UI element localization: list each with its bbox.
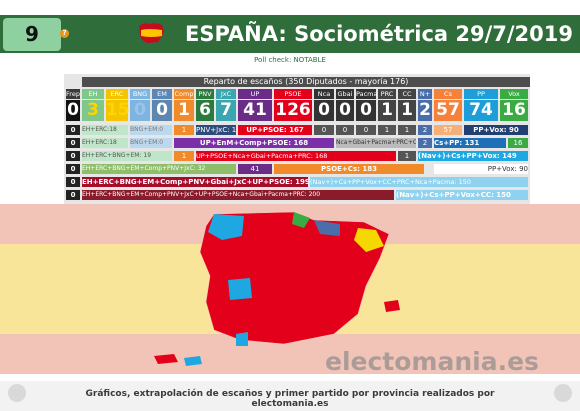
party-seats-up: 41: [238, 100, 272, 121]
party-header-bng: BNG: [130, 89, 150, 99]
party-header-jxc: JxC: [216, 89, 236, 99]
party-seats-n: 2: [418, 100, 432, 121]
coalition-right-full: (Nav+)+Cs+PP+Vox+CC: 150: [396, 190, 528, 200]
party-header-vox: Vox: [500, 89, 528, 99]
coalition-nav: 2: [418, 138, 432, 148]
coalition-pacma: 0: [356, 125, 376, 135]
row-label: 0: [66, 177, 80, 187]
coalition-psoe-cs: PSOE+Cs: 183: [274, 164, 424, 174]
row-label: 0: [66, 125, 80, 135]
coalition-right-block: (Nav+)+Cs+PP+Vox+CC+PRC+Nca+Pacma: 150: [310, 177, 528, 187]
spain-flag-icon: [139, 23, 164, 43]
party-header-pnv: PNV: [196, 89, 214, 99]
party-header-em: EM: [152, 89, 172, 99]
coalition-eh-erc-bng-em: EH+ERC+BNG+EM: 19: [82, 151, 172, 161]
row-label: 0: [66, 164, 80, 174]
party-seats-pacma: 0: [356, 100, 376, 121]
coalition-up-enm-comp-psoe: UP+EnM+Comp+PSOE: 168: [174, 138, 334, 148]
coalition-left-block: EH+ERC+BNG+EM+Comp+PNV+Gbai+JxC+UP+PSOE:…: [82, 177, 308, 187]
coalition-regional: Nca+Gbai+Pacma+PRC+CC: 2: [336, 138, 416, 148]
electomania-logo-icon: [8, 384, 26, 402]
party-header-prc: PRC: [378, 89, 396, 99]
footer-bar: [0, 381, 580, 411]
party-header-frep: Frep: [66, 89, 80, 99]
party-seats-cs: 57: [434, 100, 462, 121]
party-header-n: N+: [418, 89, 432, 99]
party-seats-pnv: 6: [196, 100, 214, 121]
party-header-pp: PP: [464, 89, 498, 99]
electomania-logo-icon: [554, 384, 572, 402]
coalition-up-psoe-regional: UP+PSOE+Nca+Gbai+Pacma+PRC: 168: [196, 151, 396, 161]
party-seats-frep: 0: [66, 100, 80, 121]
party-header-comp: Comp: [174, 89, 194, 99]
party-header-gbai: Gbai: [336, 89, 354, 99]
coalition-eh-erc: EH+ERC:18: [82, 138, 128, 148]
coalition-pp-vox: PP+Vox: 90: [434, 164, 528, 174]
coalition-left-full: EH+ERC+BNG+EM+Comp+PNV+JxC+UP+PSOE+Nca+G…: [82, 190, 394, 200]
coalition-up-psoe: UP+PSOE: 167: [238, 125, 312, 135]
party-header-eh: EH: [82, 89, 104, 99]
coalition-gbai: 0: [336, 125, 354, 135]
coalition-vox: 16: [508, 138, 528, 148]
party-header-nca: Nca: [314, 89, 334, 99]
footer-text: Gráficos, extrapolación de escaños y pri…: [85, 389, 495, 409]
header-banner: [0, 15, 580, 53]
party-seats-erc: 15: [106, 100, 130, 121]
party-seats-cc: 1: [398, 100, 416, 121]
party-seats-psoe: 126: [274, 100, 312, 121]
party-seats-pp: 74: [464, 100, 498, 121]
coalition-nav-cs-pp-vox: (Nav+)+Cs+PP+Vox: 149: [418, 151, 528, 161]
coalition-cs: 57: [434, 125, 462, 135]
coalition-cc: 1: [398, 125, 416, 135]
row-label: 0: [66, 190, 80, 200]
coalition-eh-erc: EH+ERC:18: [82, 125, 128, 135]
table-title: Reparto de escaños (350 Diputados - mayo…: [82, 77, 530, 87]
spain-province-map: [154, 211, 400, 366]
party-seats-eh: 3: [82, 100, 104, 121]
coalition-nav: 2: [418, 125, 432, 135]
party-header-pacma: Pacma: [356, 89, 378, 99]
party-header-erc: ERC: [106, 89, 128, 99]
row-label: 0: [66, 138, 80, 148]
coalition-pnv-jxc: PNV+JxC: 13: [196, 125, 236, 135]
coalition-bng-em: BNG+EM:0: [130, 125, 172, 135]
coalition-up: 41: [238, 164, 272, 174]
coalition-comp: 1: [174, 125, 194, 135]
question-icon[interactable]: ?: [60, 29, 69, 38]
coalition-nca: 0: [314, 125, 334, 135]
poll-check-top: Poll check: NOTABLE: [254, 3, 326, 11]
number-badge-text: 9: [25, 22, 39, 46]
coalition-comp: 1: [174, 151, 194, 161]
coalition-pp-vox: PP+Vox: 90: [464, 125, 528, 135]
party-seats-em: 0: [152, 100, 172, 121]
coalition-cs-pp: Cs+PP: 131: [434, 138, 506, 148]
page-title: ESPAÑA: Sociométrica 29/7/2019: [185, 22, 574, 46]
party-seats-jxc: 7: [216, 100, 236, 121]
coalition-bng-em: BNG+EM:0: [130, 138, 172, 148]
party-seats-comp: 1: [174, 100, 194, 121]
coalition-nationalists: EH+ERC+BNG+EM+Comp+PNV+JxC: 32: [82, 164, 236, 174]
party-seats-vox: 16: [500, 100, 528, 121]
number-badge: [3, 18, 61, 51]
party-seats-nca: 0: [314, 100, 334, 121]
party-seats-gbai: 0: [336, 100, 354, 121]
watermark-text: electomania.es: [325, 347, 539, 376]
party-seats-bng: 0: [130, 100, 150, 121]
party-header-cs: Cs: [434, 89, 462, 99]
row-label: 0: [66, 151, 80, 161]
poll-check-bottom: Poll check: NOTABLE: [254, 56, 326, 64]
coalition-prc: 1: [378, 125, 396, 135]
coalition-cc: 1: [398, 151, 416, 161]
party-header-up: UP: [238, 89, 272, 99]
party-seats-prc: 1: [378, 100, 396, 121]
party-header-psoe: PSOE: [274, 89, 312, 99]
party-header-cc: CC: [398, 89, 416, 99]
